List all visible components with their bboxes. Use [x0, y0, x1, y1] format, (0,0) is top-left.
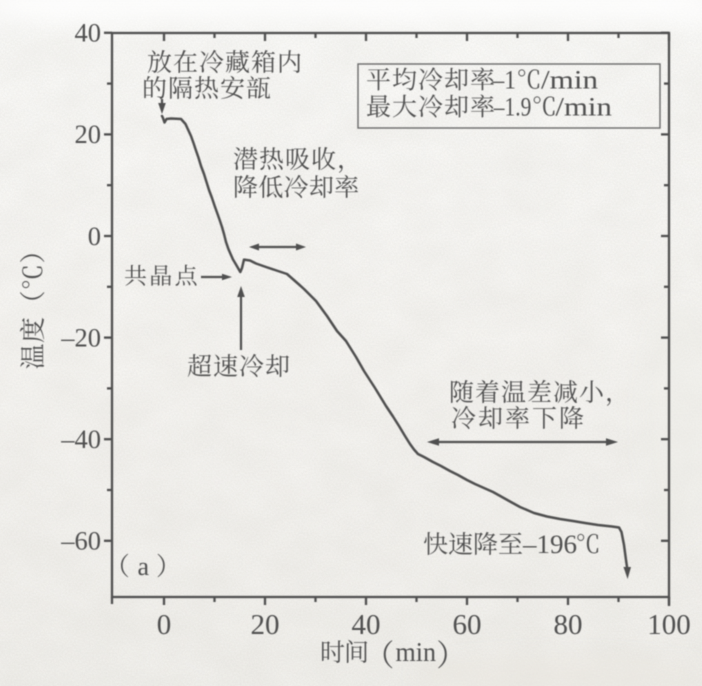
svg-text:100: 100: [647, 609, 691, 641]
svg-text:–1.9: –1.9: [493, 93, 531, 122]
svg-text:20: 20: [75, 119, 102, 149]
svg-text:–40: –40: [60, 424, 101, 454]
svg-text:–60: –60: [60, 526, 101, 556]
svg-text:/min: /min: [541, 66, 598, 95]
svg-text:0: 0: [88, 221, 101, 251]
svg-text:60: 60: [453, 609, 482, 641]
svg-text:–20: –20: [60, 322, 101, 352]
svg-text:80: 80: [554, 609, 583, 641]
svg-text:40: 40: [352, 609, 381, 641]
svg-text:–1: –1: [492, 66, 516, 95]
svg-text:min: min: [396, 637, 437, 667]
svg-text:0: 0: [157, 609, 172, 641]
svg-text:/min: /min: [555, 93, 612, 122]
svg-text:a: a: [138, 552, 150, 581]
svg-text:20: 20: [251, 609, 280, 641]
svg-text:40: 40: [75, 18, 102, 48]
svg-text:–196: –196: [522, 530, 577, 559]
